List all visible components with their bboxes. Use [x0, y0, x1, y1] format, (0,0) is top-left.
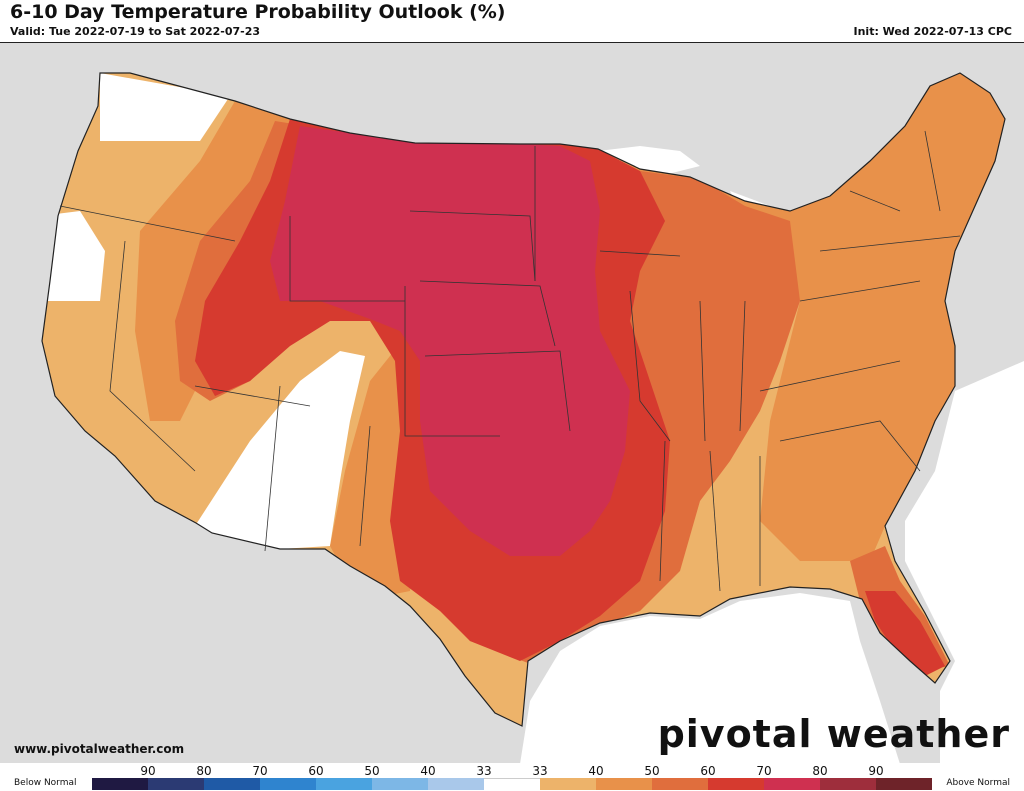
legend-color-segment	[540, 778, 596, 790]
legend-color-segment	[652, 778, 708, 790]
website-url: www.pivotalweather.com	[14, 742, 185, 756]
init-time: Init: Wed 2022-07-13 CPC	[853, 25, 1013, 38]
legend-color-segment	[820, 778, 876, 790]
legend-tick-label: 50	[644, 764, 660, 778]
legend-tick-label: 90	[140, 764, 156, 778]
prob-80-plains	[270, 126, 630, 556]
legend-tick-label: 40	[420, 764, 436, 778]
map-canvas	[0, 43, 1024, 763]
legend-below-label: Below Normal	[14, 778, 77, 788]
state-borders	[59, 130, 961, 592]
legend-tick-label: 70	[252, 764, 268, 778]
prob-70-florida	[865, 591, 945, 676]
legend-color-bar	[92, 778, 932, 791]
conus-border	[41, 72, 1006, 727]
legend-color-segment	[204, 778, 260, 790]
valid-period: Valid: Tue 2022-07-19 to Sat 2022-07-23	[10, 25, 261, 38]
legend-tick-label: 90	[868, 764, 884, 778]
outlook-map	[0, 42, 1024, 763]
legend-tick-label: 60	[308, 764, 324, 778]
legend-tick-label: 33	[532, 764, 548, 778]
brand-logo: pivotal weather	[657, 712, 1010, 756]
legend-color-segment	[372, 778, 428, 790]
legend-color-segment	[92, 778, 148, 790]
legend-tick-label: 80	[812, 764, 828, 778]
legend-tick-label: 60	[700, 764, 716, 778]
legend-tick-label: 50	[364, 764, 380, 778]
legend-color-segment	[708, 778, 764, 790]
legend: 90 80 70 60 50 40 33 33 40 50 60 70 80 90 Below Norma…	[0, 763, 1024, 791]
legend-color-segment	[876, 778, 932, 790]
legend-color-segment	[428, 778, 484, 790]
header: 6-10 Day Temperature Probability Outlook…	[0, 0, 1024, 42]
legend-color-segment	[484, 778, 540, 791]
legend-color-segment	[148, 778, 204, 790]
legend-color-segment	[596, 778, 652, 790]
gulf-of-mexico	[520, 593, 900, 763]
legend-tick-label: 70	[756, 764, 772, 778]
legend-color-segment	[316, 778, 372, 790]
map-title: 6-10 Day Temperature Probability Outlook…	[10, 1, 506, 23]
near-normal-pnw	[100, 73, 230, 141]
legend-tick-label: 33	[476, 764, 492, 778]
atlantic-ocean	[905, 361, 1024, 763]
legend-tick-label: 40	[588, 764, 604, 778]
legend-color-segment	[764, 778, 820, 790]
legend-tick-label: 80	[196, 764, 212, 778]
legend-above-label: Above Normal	[946, 778, 1010, 788]
legend-color-segment	[260, 778, 316, 790]
near-normal-southwest	[195, 351, 365, 549]
